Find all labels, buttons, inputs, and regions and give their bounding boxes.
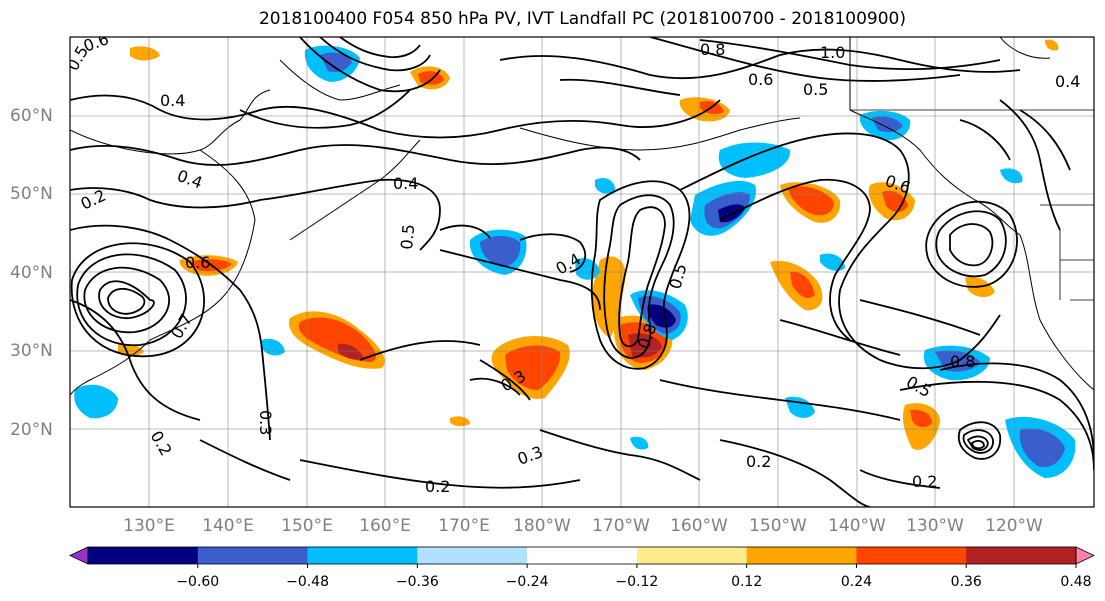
contour-label: 0.2 — [912, 472, 937, 491]
colorbar-tick-label: 0.12 — [731, 574, 762, 590]
colorbar: −0.60 −0.48 −0.36 −0.24 −0.12 0.12 0.24 0.36 0.4… — [69, 546, 1095, 590]
contour-label: 0.2 — [425, 477, 450, 496]
lon-label: 150°E — [281, 516, 333, 536]
colorbar-tick-label: 0.36 — [951, 574, 982, 590]
colorbar-segment — [527, 547, 638, 564]
map-title: 2018100400 F054 850 hPa PV, IVT Landfall… — [258, 9, 906, 29]
lon-label: 150°W — [749, 516, 807, 536]
contour-label: 0.4 — [160, 91, 185, 110]
lat-label: 30°N — [10, 341, 53, 361]
pv-contours — [70, 37, 1094, 507]
lon-label: 160°E — [359, 516, 411, 536]
contour-label: 0.6 — [748, 70, 773, 89]
colorbar-segment — [197, 547, 309, 564]
contour-label: 1.0 — [820, 43, 845, 62]
longitude-labels: 130°E 140°E 150°E 160°E 170°E 180°W 170°… — [123, 516, 1043, 536]
contour-label: 0.8 — [950, 352, 975, 371]
contour-label: 0.6 — [185, 253, 210, 272]
pv-fill-layer — [74, 39, 1076, 478]
lat-label: 60°N — [10, 106, 53, 126]
colorbar-segment — [88, 547, 199, 564]
lat-label: 50°N — [10, 184, 53, 204]
lat-label: 20°N — [10, 420, 53, 440]
contour-label: 0.8 — [700, 40, 725, 59]
colorbar-tick-label: 0.24 — [841, 574, 872, 590]
contour-label: 0.4 — [393, 174, 418, 193]
colorbar-segment — [966, 547, 1077, 564]
lon-label: 130°E — [123, 516, 175, 536]
latitude-labels: 60°N 50°N 40°N 30°N 20°N — [10, 106, 53, 440]
lon-label: 170°E — [438, 516, 490, 536]
contour-label: 0.2 — [746, 452, 771, 471]
colorbar-extend-max — [1075, 546, 1095, 565]
map-frame — [69, 36, 1095, 508]
colorbar-outline — [87, 546, 1077, 565]
colorbar-tick-label: −0.48 — [286, 574, 329, 590]
colorbar-segment — [856, 547, 967, 564]
colorbar-segment — [746, 547, 857, 564]
lon-label: 170°W — [592, 516, 650, 536]
pv-negative-region — [74, 45, 1076, 478]
contour-label: 0.5 — [803, 80, 828, 99]
lon-label: 120°W — [985, 516, 1043, 536]
colorbar-tick-label: −0.60 — [176, 574, 219, 590]
contour-label: 0.4 — [1055, 72, 1080, 91]
lat-label: 40°N — [10, 263, 53, 283]
contour-label: 0.3 — [256, 410, 275, 435]
colorbar-tick-label: −0.36 — [396, 574, 439, 590]
borders — [850, 109, 1094, 301]
colorbar-segment — [417, 547, 528, 564]
colorbar-extend-min — [69, 546, 89, 565]
lon-label: 140°E — [202, 516, 254, 536]
lon-label: 130°W — [906, 516, 964, 536]
colorbar-tick-label: −0.24 — [506, 574, 549, 590]
colorbar-tick-label: 0.48 — [1060, 574, 1091, 590]
lon-label: 160°W — [670, 516, 728, 536]
lon-label: 140°W — [828, 516, 886, 536]
contour-label: 0.5 — [397, 223, 418, 250]
lon-label: 180°W — [513, 516, 571, 536]
colorbar-segment — [636, 547, 748, 564]
colorbar-segment — [307, 547, 418, 564]
colorbar-tick-label: −0.12 — [615, 574, 658, 590]
